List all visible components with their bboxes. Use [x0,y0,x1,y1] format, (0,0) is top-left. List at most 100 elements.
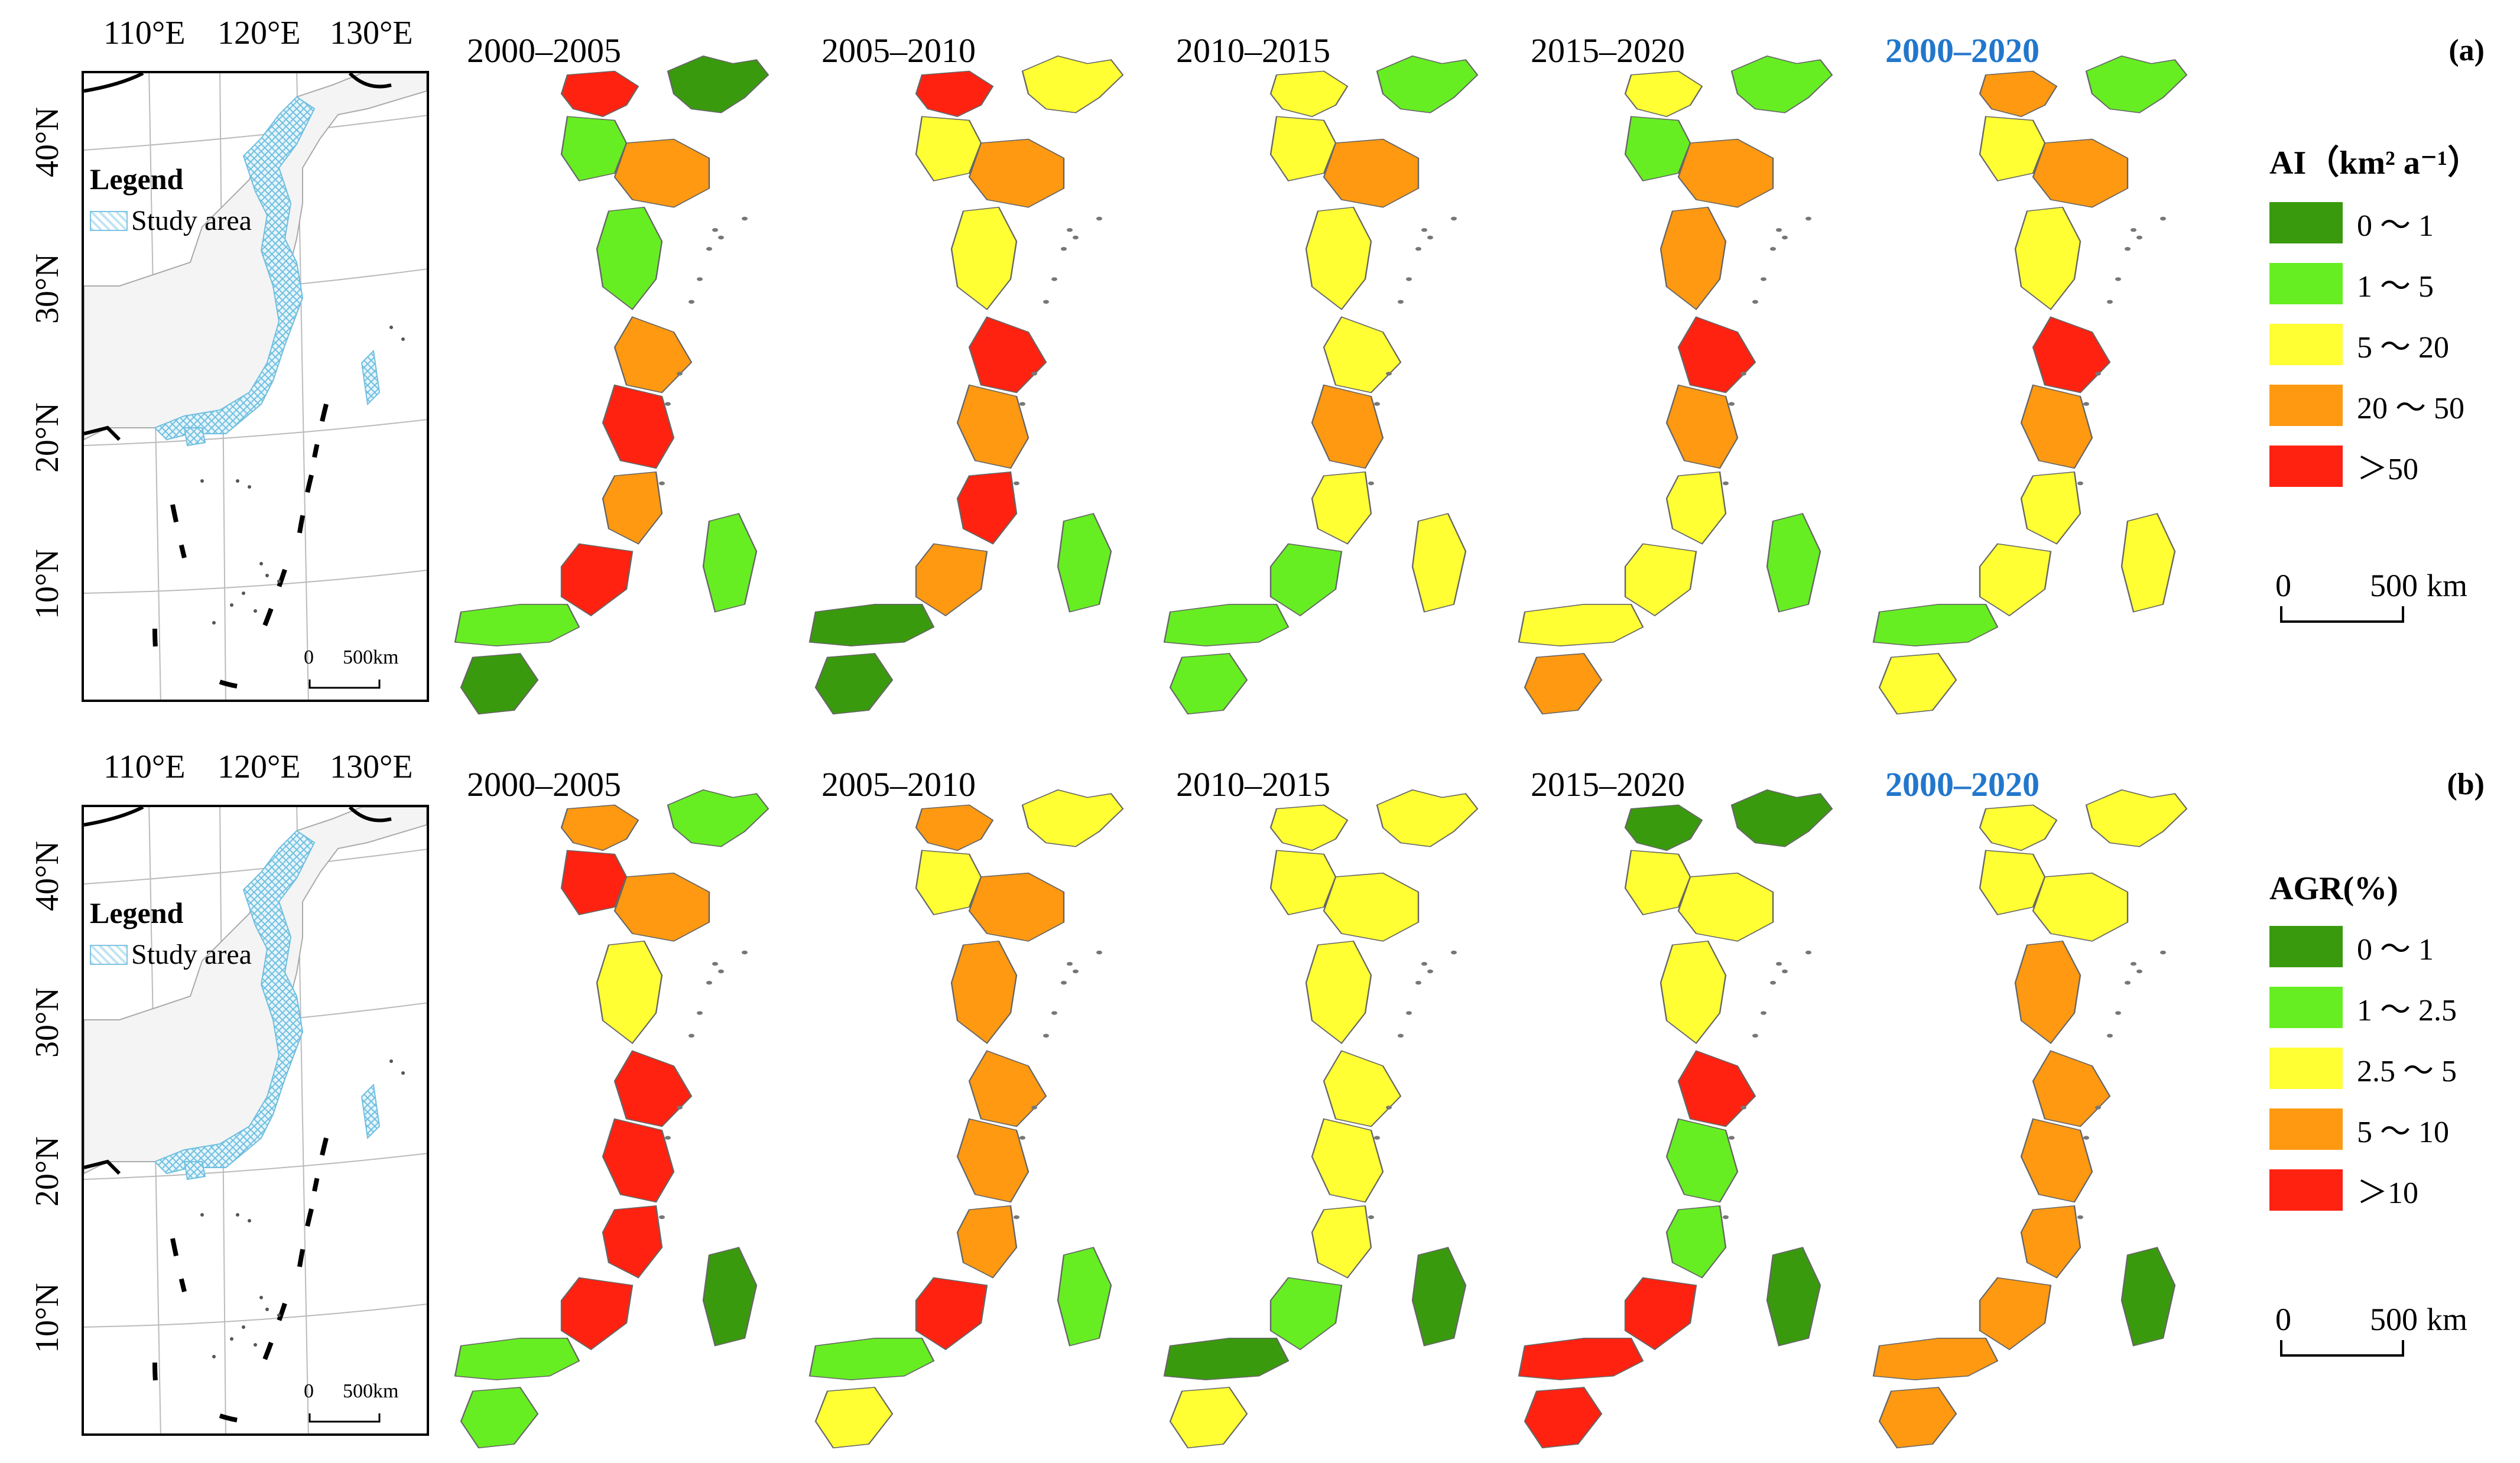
islet [1398,300,1404,304]
region-polygon [1021,55,1124,113]
islet [1782,235,1788,240]
period-label: 2015–2020 [1531,31,1685,70]
coastal-map [1872,789,2188,1449]
islet [1761,1011,1766,1015]
region-polygon [2032,138,2129,208]
map-cell-a-2: 2005–2010 [792,0,1147,729]
region-polygon [2120,1247,2176,1347]
region-polygon [667,55,769,113]
region-polygon [1411,513,1467,613]
inset-scale-line [308,680,381,689]
legend-swatch [2269,445,2343,487]
coastal-map [1518,55,1833,715]
islet [689,300,694,304]
legend-swatch [2269,986,2343,1028]
region-polygon [2014,940,2081,1044]
islet [1014,481,1019,486]
locator-inset-map: Legend Study area 0 500km [82,71,429,702]
lat-label-20: 20°N [29,402,66,473]
legend-label: 1 ～ 5 [2357,270,2434,304]
lat-label-10: 10°N [29,1283,66,1353]
islet [1061,247,1067,251]
legend-swatch [2269,1169,2343,1211]
region-polygon [667,789,769,847]
region-polygon [1524,1387,1603,1449]
region-polygon [702,513,758,613]
region-polygon [1677,138,1774,208]
islet [2131,962,2136,966]
inset-scale-end: 500km [343,1380,399,1402]
legend-swatch [2269,384,2343,426]
legend-label: 0 ～ 1 [2357,933,2434,967]
legend-label: 1 ～ 2.5 [2357,994,2457,1028]
region-polygon [814,1387,894,1449]
lon-label-130: 130°E [330,749,413,785]
islet [1770,981,1776,985]
legend-row: 20 ～ 50 [2269,383,2506,427]
islet [659,481,665,486]
islet [1051,277,1057,281]
coastal-map [1163,55,1479,715]
legend-label: 5 ～ 20 [2357,331,2450,365]
lat-label-30: 30°N [29,253,66,324]
region-polygon [1057,1247,1112,1347]
region-polygon [2085,789,2188,847]
region-polygon [1163,604,1290,646]
study-area-swatch [90,210,128,231]
islet [1740,1106,1746,1110]
inset-scale-bar: 0 500km [297,1380,415,1428]
islet [1014,1215,1019,1220]
region-polygon [1376,789,1479,847]
islet [1386,1106,1392,1110]
inset-legend-row: Study area [90,204,252,237]
lon-label-110: 110°E [103,15,186,51]
islet [697,277,703,281]
islet [2160,950,2166,955]
region-polygon [1677,316,1756,394]
region-polygon [454,604,580,646]
islet [1776,962,1782,966]
region-polygon [1660,206,1727,310]
region-polygon [915,1277,988,1351]
region-polygon [1376,55,1479,113]
region-group [454,55,769,715]
region-polygon [968,138,1065,208]
islet [706,981,712,985]
region-group [808,789,1124,1449]
region-polygon [2032,316,2111,394]
map-cell-a-4: 2015–2020 [1501,0,1856,729]
region-polygon [1665,384,1739,469]
map-cell-a-5: 2000–2020 [1856,0,2210,729]
region-polygon [956,1205,1018,1279]
islet [1427,969,1433,974]
coastal-map [454,789,769,1449]
islet [1096,950,1102,955]
scale-bar-b: 0 500 km [2275,1301,2500,1372]
inset-scale-zero: 0 [304,646,314,668]
region-polygon [560,804,639,851]
islet [1398,1033,1404,1038]
region-polygon [1872,1338,1999,1380]
region-polygon [1169,1387,1248,1449]
scale-unit: km [2427,568,2468,603]
islet [1368,1215,1374,1220]
legend-row: ＞50 [2269,444,2506,488]
legend-row: 2.5 ～ 5 [2269,1046,2506,1090]
period-label-total: 2000–2020 [1885,31,2040,70]
region-group [1163,789,1479,1449]
region-polygon [968,1050,1047,1127]
legend-row: 0 ～ 1 [2269,200,2506,245]
legend-row: 0 ～ 1 [2269,924,2506,968]
coastal-map [1872,55,2188,715]
islet [2095,372,2101,376]
scale-zero: 0 [2275,568,2291,603]
region-polygon [1269,804,1349,851]
region-group [1518,789,1833,1449]
islet [1043,1033,1049,1038]
legend-row: 1 ～ 5 [2269,261,2506,305]
region-polygon [808,1338,935,1380]
region-polygon [602,471,663,545]
islet [1067,228,1073,232]
map-cell-b-1: 2000–2005 [437,734,792,1463]
islet [1729,402,1735,406]
